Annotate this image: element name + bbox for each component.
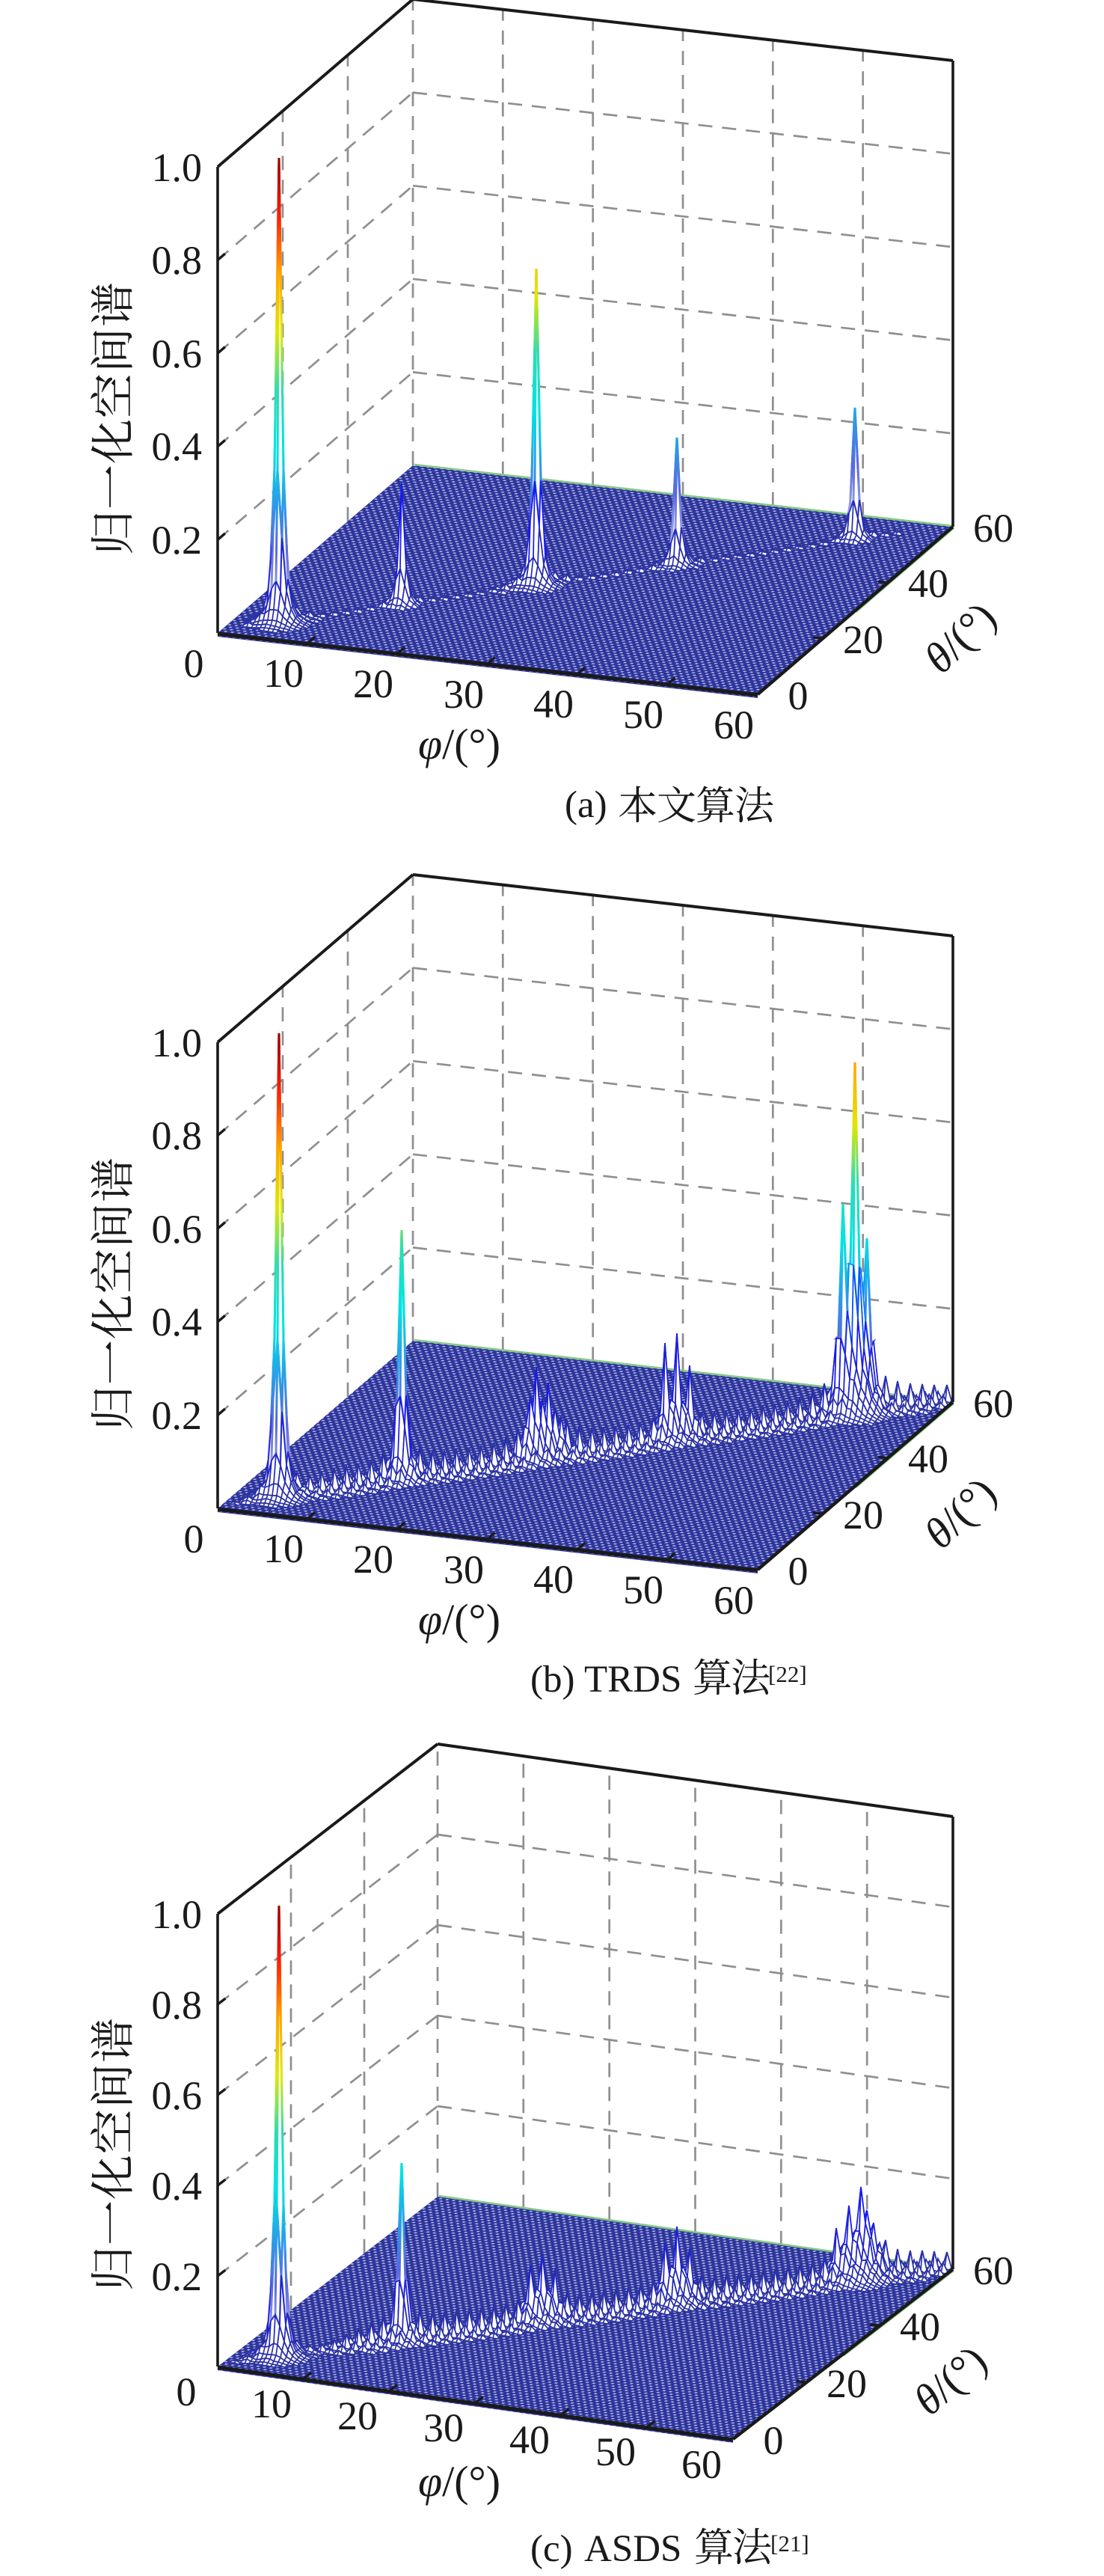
- svg-text:40: 40: [908, 561, 948, 606]
- svg-text:0: 0: [788, 1549, 809, 1594]
- svg-text:0.6: 0.6: [152, 2073, 203, 2118]
- svg-text:20: 20: [827, 2361, 867, 2406]
- svg-text:0.8: 0.8: [152, 1113, 203, 1158]
- svg-text:0: 0: [764, 2418, 784, 2463]
- svg-text:0.2: 0.2: [152, 1393, 203, 1438]
- svg-text:60: 60: [973, 2248, 1013, 2293]
- svg-text:(c): (c): [530, 2528, 573, 2570]
- svg-text:50: 50: [623, 1567, 663, 1612]
- svg-text:10: 10: [263, 1526, 304, 1571]
- svg-text:0.4: 0.4: [152, 424, 203, 469]
- svg-text:[21]: [21]: [770, 2530, 809, 2557]
- svg-text:0: 0: [184, 1517, 204, 1561]
- svg-text:50: 50: [623, 692, 663, 737]
- svg-text:0.4: 0.4: [152, 2164, 203, 2209]
- svg-text:0.8: 0.8: [152, 1983, 203, 2028]
- svg-text:10: 10: [251, 2381, 292, 2426]
- svg-text:0.6: 0.6: [152, 1207, 203, 1252]
- svg-text:40: 40: [509, 2417, 550, 2462]
- svg-text:0.8: 0.8: [152, 238, 203, 283]
- svg-text:φ/(°): φ/(°): [418, 1595, 500, 1644]
- svg-text:0: 0: [177, 2370, 197, 2414]
- svg-text:40: 40: [900, 2304, 940, 2349]
- svg-text:60: 60: [973, 1381, 1013, 1426]
- svg-text:20: 20: [337, 2393, 378, 2438]
- svg-text:1.0: 1.0: [152, 1892, 203, 1937]
- svg-text:60: 60: [681, 2442, 722, 2487]
- svg-text:30: 30: [444, 1547, 484, 1592]
- svg-text:20: 20: [353, 1537, 393, 1582]
- svg-text:(b): (b): [530, 1659, 574, 1701]
- svg-text:30: 30: [423, 2405, 464, 2450]
- svg-text:0.4: 0.4: [152, 1300, 203, 1344]
- svg-text:60: 60: [714, 1578, 754, 1623]
- svg-text:40: 40: [908, 1437, 948, 1481]
- svg-text:40: 40: [533, 682, 574, 726]
- svg-text:60: 60: [714, 703, 754, 747]
- svg-text:1.0: 1.0: [152, 145, 203, 190]
- svg-text:30: 30: [444, 672, 484, 717]
- svg-text:0.6: 0.6: [152, 331, 203, 376]
- svg-text:20: 20: [353, 661, 393, 706]
- svg-text:(a): (a): [565, 784, 607, 826]
- svg-text:60: 60: [973, 506, 1013, 551]
- svg-text:40: 40: [533, 1557, 574, 1602]
- svg-text:50: 50: [595, 2429, 636, 2474]
- svg-text:TRDS: TRDS: [584, 1659, 681, 1701]
- svg-text:ASDS: ASDS: [584, 2528, 681, 2570]
- svg-text:20: 20: [843, 1493, 883, 1538]
- svg-text:0: 0: [184, 641, 204, 686]
- svg-text:0.2: 0.2: [152, 518, 203, 563]
- svg-text:φ/(°): φ/(°): [418, 2457, 500, 2506]
- svg-text:10: 10: [263, 651, 304, 696]
- svg-text:[22]: [22]: [768, 1661, 807, 1687]
- svg-text:1.0: 1.0: [152, 1021, 203, 1065]
- svg-text:φ/(°): φ/(°): [418, 720, 500, 768]
- svg-text:0.2: 0.2: [152, 2254, 203, 2299]
- svg-text:20: 20: [843, 617, 883, 662]
- svg-text:0: 0: [788, 673, 809, 718]
